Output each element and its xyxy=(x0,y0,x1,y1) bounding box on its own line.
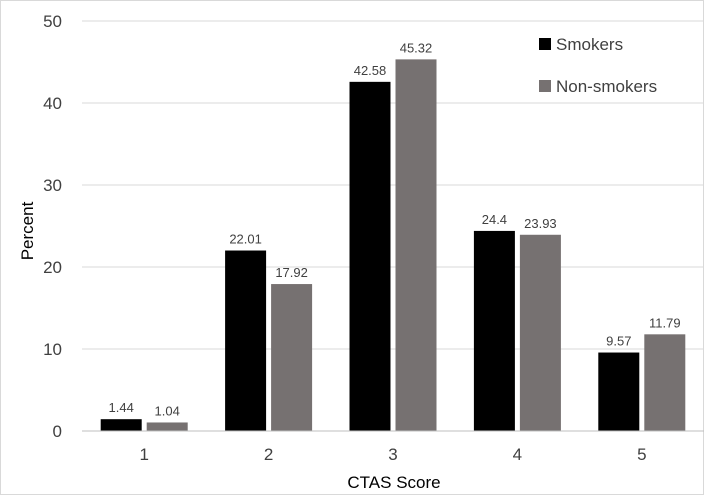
bar-non-smokers xyxy=(519,234,561,431)
bar-non-smokers xyxy=(395,59,437,431)
gridlines xyxy=(82,20,704,350)
bar-non-smokers xyxy=(271,284,313,431)
data-label: 17.92 xyxy=(275,265,308,280)
data-label: 1.04 xyxy=(155,403,180,418)
data-label: 24.4 xyxy=(482,212,507,227)
bar-non-smokers xyxy=(146,422,188,431)
bar-smokers xyxy=(225,250,267,431)
x-tick-label: 2 xyxy=(264,445,273,464)
data-labels: 1.44 1.04 22.01 17.92 42.58 45.32 24.4 23.93 9.5… xyxy=(109,40,681,418)
x-tick-label: 3 xyxy=(388,445,397,464)
data-label: 42.58 xyxy=(354,63,387,78)
legend-label: Smokers xyxy=(556,35,623,54)
legend: Smokers Non-smokers xyxy=(539,35,657,96)
bars xyxy=(100,59,686,432)
y-axis-title: Percent xyxy=(18,201,37,260)
data-label: 11.79 xyxy=(649,315,681,330)
bar-non-smokers xyxy=(644,334,686,431)
y-tick-label: 20 xyxy=(43,258,62,277)
y-tick-label: 40 xyxy=(43,94,62,113)
data-label: 1.44 xyxy=(109,400,134,415)
data-label: 9.57 xyxy=(606,334,631,349)
x-axis-ticks: 1 2 3 4 5 xyxy=(139,445,646,464)
data-label: 22.01 xyxy=(229,232,262,247)
legend-swatch xyxy=(539,80,551,92)
legend-label: Non-smokers xyxy=(556,77,657,96)
bar-smokers xyxy=(473,230,515,431)
bar-smokers xyxy=(349,81,391,432)
legend-swatch xyxy=(539,38,551,50)
y-tick-label: 0 xyxy=(53,422,62,441)
y-tick-label: 30 xyxy=(43,176,62,195)
bar-smokers xyxy=(598,352,640,431)
bar-smokers xyxy=(100,419,142,431)
y-tick-label: 10 xyxy=(43,340,62,359)
data-label: 45.32 xyxy=(400,40,433,55)
x-axis-title: CTAS Score xyxy=(347,473,440,492)
x-tick-label: 5 xyxy=(637,445,646,464)
y-tick-label: 50 xyxy=(43,12,62,31)
y-axis-ticks: 0 10 20 30 40 50 xyxy=(43,12,62,441)
x-tick-label: 4 xyxy=(513,445,522,464)
data-label: 23.93 xyxy=(524,216,557,231)
x-tick-label: 1 xyxy=(139,445,148,464)
